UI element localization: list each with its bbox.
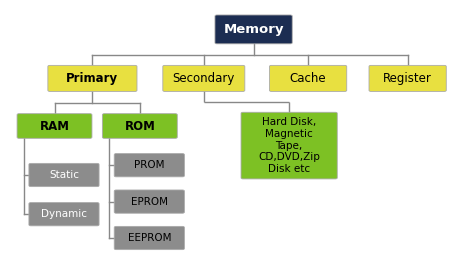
Text: Hard Disk,
Magnetic
Tape,
CD,DVD,Zip
Disk etc: Hard Disk, Magnetic Tape, CD,DVD,Zip Dis… <box>258 117 320 174</box>
Text: Memory: Memory <box>223 23 284 36</box>
FancyBboxPatch shape <box>29 164 99 186</box>
FancyBboxPatch shape <box>163 66 245 92</box>
Text: Register: Register <box>383 72 432 85</box>
FancyBboxPatch shape <box>215 15 292 44</box>
FancyBboxPatch shape <box>369 66 447 92</box>
Text: ROM: ROM <box>124 120 155 132</box>
Text: PROM: PROM <box>134 160 164 170</box>
FancyBboxPatch shape <box>241 112 337 179</box>
Text: RAM: RAM <box>39 120 70 132</box>
FancyBboxPatch shape <box>114 190 184 213</box>
FancyBboxPatch shape <box>29 203 99 226</box>
Text: Dynamic: Dynamic <box>41 209 87 219</box>
FancyBboxPatch shape <box>269 66 346 92</box>
FancyBboxPatch shape <box>102 114 177 138</box>
Text: Static: Static <box>49 170 79 180</box>
FancyBboxPatch shape <box>17 114 92 138</box>
Text: Primary: Primary <box>66 72 118 85</box>
FancyBboxPatch shape <box>48 66 137 92</box>
FancyBboxPatch shape <box>114 226 184 250</box>
Text: EEPROM: EEPROM <box>128 233 171 243</box>
Text: EPROM: EPROM <box>131 197 168 207</box>
Text: Cache: Cache <box>290 72 327 85</box>
Text: Secondary: Secondary <box>173 72 235 85</box>
FancyBboxPatch shape <box>114 153 184 177</box>
